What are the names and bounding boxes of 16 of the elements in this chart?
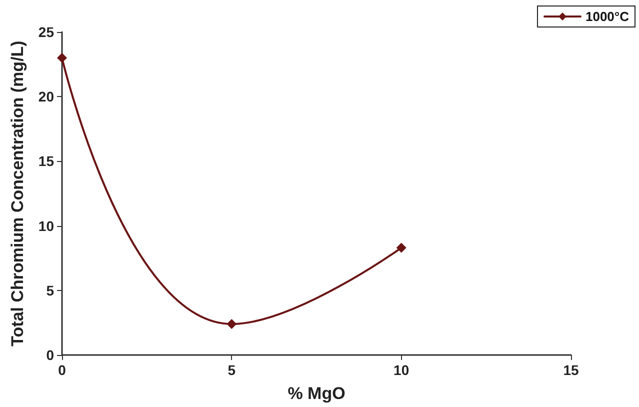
x-tick-label: 10	[394, 362, 410, 378]
y-tick-label: 15	[38, 153, 54, 170]
x-tick-label: 0	[58, 362, 66, 378]
y-tick-label: 0	[46, 347, 54, 363]
x-tick-label: 5	[228, 362, 236, 378]
point	[226, 318, 237, 329]
y-tick-label: 10	[38, 218, 54, 234]
y-tick-label: 5	[46, 282, 54, 298]
point	[396, 242, 406, 253]
y-tick-label: 25	[38, 24, 54, 40]
x-axis-title: % MgO	[288, 384, 346, 403]
x-tick-label: 15	[563, 362, 579, 378]
y-tick-label: 20	[38, 88, 54, 105]
legend-label: 1000°C	[585, 9, 630, 24]
point	[57, 52, 67, 63]
y-axis-title: Total Chromium Concentration (mg/L)	[8, 40, 27, 346]
